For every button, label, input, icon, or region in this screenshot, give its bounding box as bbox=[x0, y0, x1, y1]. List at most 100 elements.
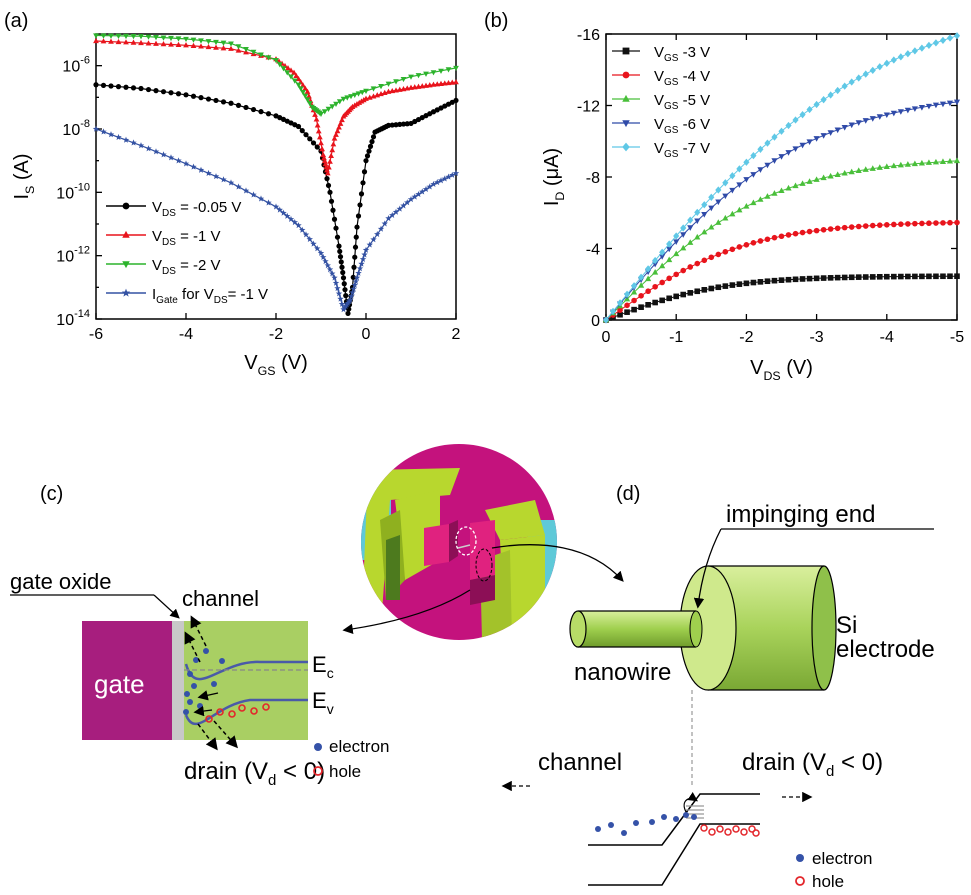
data-point bbox=[806, 178, 813, 184]
data-point bbox=[145, 86, 152, 93]
data-point bbox=[680, 232, 687, 238]
legend-electron-d: electron bbox=[812, 849, 872, 868]
data-point bbox=[299, 226, 306, 233]
data-point bbox=[834, 86, 841, 95]
data-point bbox=[820, 96, 827, 104]
y-tick-label-a: 10-10 bbox=[56, 181, 90, 202]
data-point bbox=[912, 220, 918, 227]
data-point bbox=[115, 33, 122, 39]
channel-label-c: channel bbox=[182, 586, 259, 611]
data-point bbox=[304, 97, 311, 103]
x-tick-label-b: -1 bbox=[669, 329, 683, 346]
data-point bbox=[145, 145, 152, 152]
data-point bbox=[666, 295, 672, 302]
data-point bbox=[855, 274, 862, 280]
data-point bbox=[235, 183, 242, 190]
data-point bbox=[235, 44, 242, 50]
data-point bbox=[430, 180, 437, 187]
data-point bbox=[687, 290, 694, 296]
data-point bbox=[869, 274, 876, 280]
data-point bbox=[152, 148, 160, 155]
data-point bbox=[396, 205, 403, 212]
data-point bbox=[361, 251, 368, 258]
legend-label: VGS -7 V bbox=[654, 140, 710, 160]
data-point bbox=[855, 223, 862, 230]
carrier-arrows-c bbox=[184, 615, 238, 751]
legend-label: IGate for VDS= -1 V bbox=[152, 286, 268, 306]
data-point bbox=[715, 284, 722, 291]
data-point bbox=[750, 240, 757, 246]
data-point bbox=[328, 198, 335, 204]
data-point bbox=[212, 173, 220, 180]
data-point bbox=[190, 37, 197, 43]
data-point bbox=[415, 73, 422, 79]
data-point bbox=[160, 41, 167, 47]
chart-b: 0 -1 -2 -3 -4 -5 0 -4 -8 -12 -16 VDS (V) ID (μA) VGS … bbox=[541, 27, 964, 383]
data-point bbox=[334, 284, 341, 292]
data-point bbox=[197, 166, 205, 173]
x-tick-label-a: -4 bbox=[179, 326, 193, 343]
series-line bbox=[605, 160, 958, 321]
data-point bbox=[757, 279, 764, 285]
data-point bbox=[123, 33, 129, 40]
data-point bbox=[911, 160, 918, 167]
data-point bbox=[326, 164, 332, 170]
data-point bbox=[175, 36, 182, 42]
gate-region bbox=[82, 621, 172, 740]
data-point bbox=[764, 162, 771, 169]
data-point bbox=[898, 221, 904, 227]
data-point bbox=[331, 274, 338, 281]
chart-a: -6 -4 -2 0 2 10-14 10-12 10-10 10-8 10-6 VGS (V) IS… bbox=[11, 33, 461, 378]
data-point bbox=[813, 136, 820, 142]
data-point bbox=[757, 167, 764, 173]
y-axis-label-a: IS (A) bbox=[11, 153, 37, 199]
data-point bbox=[297, 86, 304, 92]
data-point bbox=[307, 136, 313, 142]
data-point bbox=[827, 130, 834, 136]
data-point bbox=[314, 144, 320, 150]
data-point bbox=[953, 99, 961, 106]
data-point bbox=[344, 95, 351, 101]
data-point bbox=[848, 122, 855, 129]
data-point bbox=[666, 275, 672, 282]
legend-b: VGS -3 V VGS -4 V VGS -5 V VGS -6 V VGS -7 V bbox=[612, 44, 710, 160]
data-point bbox=[400, 121, 407, 127]
data-point bbox=[652, 269, 659, 275]
data-point bbox=[680, 224, 687, 232]
data-point bbox=[715, 219, 722, 225]
data-point bbox=[258, 109, 264, 115]
data-point bbox=[295, 82, 302, 88]
series-b-1 bbox=[603, 219, 960, 323]
data-point bbox=[357, 202, 363, 208]
data-point bbox=[785, 276, 792, 283]
data-point bbox=[183, 36, 189, 43]
data-point bbox=[92, 125, 100, 132]
data-point bbox=[820, 174, 827, 181]
data-point bbox=[100, 33, 107, 39]
data-point bbox=[884, 222, 890, 228]
data-point bbox=[342, 287, 348, 293]
data-point bbox=[265, 111, 272, 117]
data-point bbox=[820, 226, 827, 233]
data-point bbox=[926, 220, 932, 227]
data-point bbox=[107, 131, 115, 138]
data-point bbox=[137, 142, 145, 149]
data-point bbox=[138, 85, 144, 92]
data-point bbox=[324, 176, 330, 182]
data-point bbox=[624, 309, 630, 315]
data-point bbox=[350, 285, 357, 292]
legend-label: VGS -3 V bbox=[654, 44, 710, 64]
data-point bbox=[813, 176, 820, 182]
data-point bbox=[869, 165, 876, 171]
data-point bbox=[321, 155, 327, 161]
data-point bbox=[792, 182, 799, 189]
data-point bbox=[445, 173, 452, 180]
x-axis-label-a: VGS (V) bbox=[244, 352, 307, 378]
data-point bbox=[701, 257, 708, 264]
y-tick-label-a: 10-14 bbox=[56, 308, 90, 329]
data-point bbox=[750, 152, 757, 160]
data-point bbox=[400, 76, 407, 83]
data-point bbox=[701, 201, 708, 209]
data-point bbox=[806, 228, 813, 235]
